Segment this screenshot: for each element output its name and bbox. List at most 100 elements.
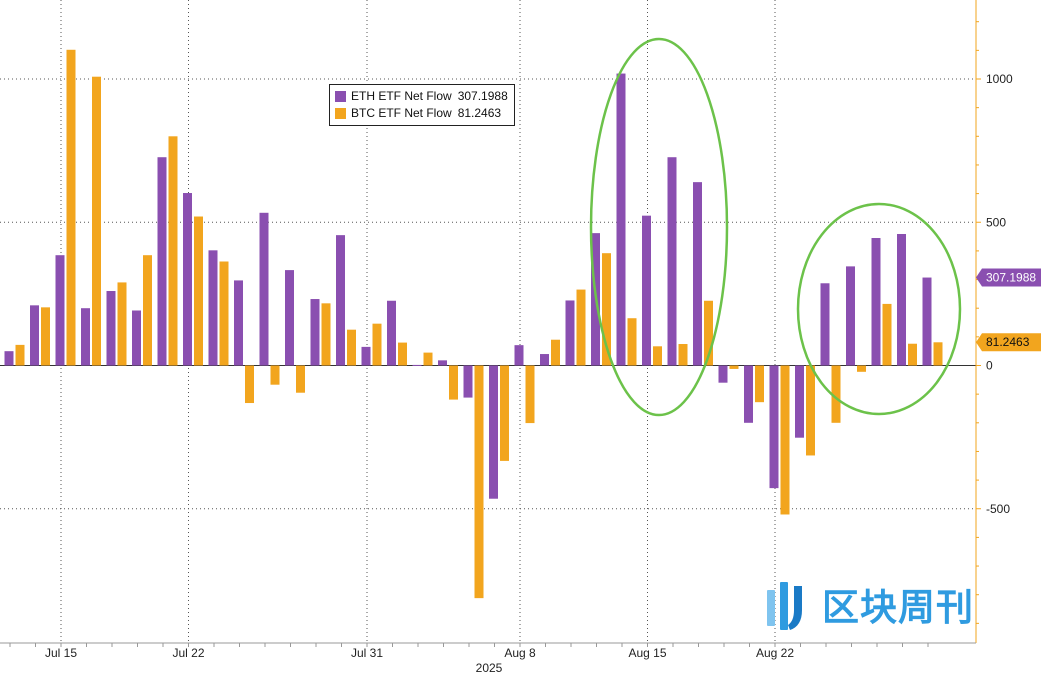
btc-bar-aug-18 xyxy=(678,344,688,366)
y-tick-label: 0 xyxy=(986,359,993,373)
btc-bar-aug-6 xyxy=(474,365,484,599)
legend-swatch-btc xyxy=(335,108,346,119)
eth-bar-aug-7 xyxy=(489,365,498,499)
legend-swatch-eth xyxy=(335,91,346,102)
eth-bar-jul-25 xyxy=(259,212,269,366)
eth-bar-sep-1 xyxy=(922,277,932,366)
eth-bar-aug-26 xyxy=(820,283,830,366)
watermark-text: 区块周刊 xyxy=(822,586,974,629)
btc-bar-jul-14 xyxy=(41,307,50,366)
btc-bar-aug-20 xyxy=(729,365,739,369)
x-axis-year-label: 2025 xyxy=(476,661,503,675)
btc-bar-aug-7 xyxy=(500,365,509,461)
x-tick-label: Aug 8 xyxy=(504,646,536,660)
x-tick-label: Aug 22 xyxy=(756,646,794,660)
btc-bar-aug-29 xyxy=(908,343,917,366)
y-tick-label: 500 xyxy=(986,215,1006,229)
btc-bar-jul-16 xyxy=(92,76,101,366)
eth-bar-aug-4 xyxy=(412,364,422,366)
x-tick-label: Aug 15 xyxy=(628,646,666,660)
eth-bar-jul-22 xyxy=(183,193,192,366)
btc-bar-aug-19 xyxy=(704,300,713,366)
eth-bar-jul-31 xyxy=(361,346,371,366)
btc-bar-aug-22 xyxy=(780,365,790,515)
last-value-label-eth: 307.1988 xyxy=(986,270,1036,284)
eth-bar-jul-11 xyxy=(4,351,14,366)
btc-bar-aug-14 xyxy=(627,318,637,366)
btc-bar-jul-30 xyxy=(347,329,356,366)
eth-bar-jul-23 xyxy=(208,250,218,366)
eth-bar-jul-15 xyxy=(55,255,65,366)
btc-bar-jul-15 xyxy=(66,49,76,366)
legend-label-eth: ETH ETF Net Flow xyxy=(351,89,452,103)
eth-bar-aug-25 xyxy=(795,365,804,438)
btc-bar-jul-22 xyxy=(194,216,203,366)
eth-bar-aug-18 xyxy=(667,157,677,366)
btc-bar-aug-11 xyxy=(551,339,560,366)
last-value-tag-btc xyxy=(976,333,1041,352)
eth-bar-jul-17 xyxy=(106,291,116,366)
last-value-tag-eth xyxy=(976,268,1041,287)
btc-bar-aug-25 xyxy=(806,365,815,456)
eth-bar-jul-14 xyxy=(30,305,39,366)
x-tick-label: Jul 15 xyxy=(45,646,77,660)
legend-value-btc: 81.2463 xyxy=(457,106,502,120)
btc-bar-jul-18 xyxy=(143,255,152,366)
btc-bar-jul-28 xyxy=(296,365,305,393)
highlight-ellipse-aug-22 xyxy=(796,202,962,416)
eth-bar-aug-19 xyxy=(693,182,702,366)
btc-bar-jul-29 xyxy=(321,303,331,366)
legend-label-btc: BTC ETF Net Flow xyxy=(351,106,452,120)
btc-bar-jul-21 xyxy=(168,136,178,366)
btc-bar-aug-15 xyxy=(653,346,662,366)
eth-bar-aug-29 xyxy=(897,233,906,366)
eth-bar-jul-21 xyxy=(157,157,167,366)
eth-bar-aug-6 xyxy=(463,365,473,398)
btc-bar-jul-23 xyxy=(219,261,229,366)
eth-bar-aug-12 xyxy=(565,300,575,366)
btc-bar-aug-28 xyxy=(882,303,892,366)
watermark: 区块周刊 xyxy=(764,574,974,634)
eth-bar-aug-1 xyxy=(387,300,396,366)
btc-bar-jul-11 xyxy=(15,344,25,366)
btc-bar-jul-31 xyxy=(372,323,382,366)
eth-bar-aug-27 xyxy=(846,266,855,366)
eth-bar-aug-22 xyxy=(769,365,779,489)
btc-bar-jul-24 xyxy=(245,365,254,404)
x-tick-label: Jul 31 xyxy=(351,646,383,660)
btc-bar-jul-25 xyxy=(270,365,280,385)
eth-bar-aug-14 xyxy=(616,73,626,366)
btc-bar-aug-8 xyxy=(525,365,535,424)
btc-bar-aug-4 xyxy=(423,352,433,366)
eth-bar-aug-8 xyxy=(514,345,524,366)
eth-bar-jul-29 xyxy=(310,299,320,366)
eth-bar-jul-28 xyxy=(285,270,294,366)
eth-bar-aug-11 xyxy=(540,354,549,366)
y-tick-label: 1000 xyxy=(986,72,1013,86)
btc-bar-aug-13 xyxy=(602,253,611,366)
highlight-ellipse-aug-8 xyxy=(589,37,729,417)
x-tick-label: Jul 22 xyxy=(172,646,204,660)
y-tick-label: -500 xyxy=(986,502,1010,516)
legend-item-eth: ETH ETF Net Flow 307.1988 xyxy=(335,88,508,105)
eth-bar-aug-15 xyxy=(642,215,651,366)
eth-bar-jul-16 xyxy=(81,308,90,366)
last-value-label-btc: 81.2463 xyxy=(986,335,1030,349)
eth-bar-jul-18 xyxy=(132,310,141,366)
watermark-logo-icon xyxy=(767,582,802,630)
legend-value-eth: 307.1988 xyxy=(457,89,508,103)
eth-bar-aug-21 xyxy=(744,365,753,423)
eth-bar-jul-30 xyxy=(336,235,345,366)
eth-bar-aug-28 xyxy=(871,238,881,366)
btc-bar-jul-17 xyxy=(117,282,127,366)
eth-bar-jul-24 xyxy=(234,280,243,366)
btc-bar-aug-27 xyxy=(857,365,866,372)
legend-item-btc: BTC ETF Net Flow 81.2463 xyxy=(335,105,508,122)
btc-bar-aug-12 xyxy=(576,289,586,366)
eth-bar-aug-5 xyxy=(438,360,447,366)
btc-bar-aug-1 xyxy=(398,342,407,366)
eth-bar-aug-20 xyxy=(718,365,728,383)
chart-legend: ETH ETF Net Flow 307.1988 BTC ETF Net Fl… xyxy=(329,84,515,126)
